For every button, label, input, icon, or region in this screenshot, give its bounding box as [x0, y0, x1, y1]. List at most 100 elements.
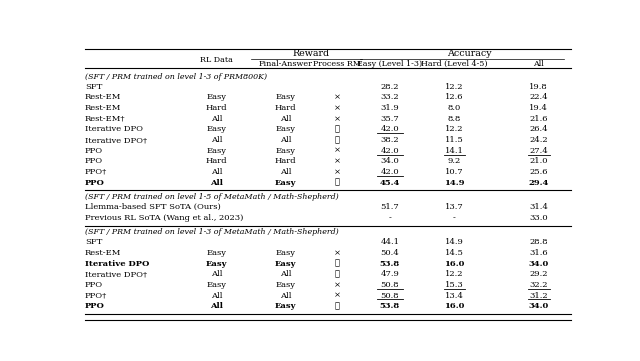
Text: 34.0: 34.0	[381, 157, 399, 165]
Text: All: All	[211, 270, 222, 278]
Text: Hard: Hard	[275, 157, 297, 165]
Text: (SFT / PRM trained on level 1-5 of MetaMath / Math-Shepherd): (SFT / PRM trained on level 1-5 of MetaM…	[85, 193, 339, 201]
Text: ×: ×	[333, 292, 340, 300]
Text: 14.5: 14.5	[445, 249, 464, 257]
Text: SFT: SFT	[85, 83, 102, 91]
Text: PPO: PPO	[85, 147, 103, 155]
Text: All: All	[280, 270, 292, 278]
Text: PPO†: PPO†	[85, 168, 108, 176]
Text: Easy: Easy	[275, 179, 296, 187]
Text: 31.2: 31.2	[529, 292, 548, 300]
Text: ×: ×	[333, 104, 340, 112]
Text: PPO: PPO	[85, 157, 103, 165]
Text: Iterative DPO†: Iterative DPO†	[85, 270, 147, 278]
Text: 42.0: 42.0	[381, 168, 399, 176]
Text: PPO: PPO	[85, 302, 105, 310]
Text: 25.6: 25.6	[529, 168, 548, 176]
Text: ×: ×	[333, 93, 340, 101]
Text: 19.8: 19.8	[529, 83, 548, 91]
Text: Iterative DPO†: Iterative DPO†	[85, 136, 147, 144]
Text: 42.0: 42.0	[381, 125, 399, 134]
Text: Hard: Hard	[205, 157, 227, 165]
Text: PPO: PPO	[85, 179, 105, 187]
Text: Llemma-based SFT SoTA (Ours): Llemma-based SFT SoTA (Ours)	[85, 203, 221, 211]
Text: Iterative DPO: Iterative DPO	[85, 125, 143, 134]
Text: -: -	[388, 214, 392, 222]
Text: 12.2: 12.2	[445, 83, 464, 91]
Text: All: All	[211, 115, 222, 123]
Text: 50.4: 50.4	[381, 249, 399, 257]
Text: Easy (Level 1-3): Easy (Level 1-3)	[357, 60, 422, 68]
Text: ✓: ✓	[335, 136, 339, 144]
Text: 28.8: 28.8	[529, 238, 548, 246]
Text: Easy: Easy	[276, 93, 296, 101]
Text: 21.6: 21.6	[529, 115, 548, 123]
Text: 33.2: 33.2	[381, 93, 399, 101]
Text: 16.0: 16.0	[444, 260, 465, 268]
Text: 11.5: 11.5	[445, 136, 464, 144]
Text: Process RM: Process RM	[313, 60, 361, 68]
Text: 42.0: 42.0	[381, 147, 399, 155]
Text: Hard (Level 4-5): Hard (Level 4-5)	[421, 60, 488, 68]
Text: ×: ×	[333, 157, 340, 165]
Text: All: All	[280, 168, 292, 176]
Text: All: All	[211, 168, 222, 176]
Text: All: All	[211, 292, 222, 300]
Text: Easy: Easy	[276, 125, 296, 134]
Text: 10.7: 10.7	[445, 168, 464, 176]
Text: Final-Answer: Final-Answer	[259, 60, 313, 68]
Text: ×: ×	[333, 281, 340, 289]
Text: -: -	[453, 214, 456, 222]
Text: Rest-EM†: Rest-EM†	[85, 115, 125, 123]
Text: Easy: Easy	[276, 147, 296, 155]
Text: 47.9: 47.9	[381, 270, 399, 278]
Text: 12.2: 12.2	[445, 270, 464, 278]
Text: 8.8: 8.8	[448, 115, 461, 123]
Text: 29.4: 29.4	[529, 179, 549, 187]
Text: Rest-EM: Rest-EM	[85, 93, 122, 101]
Text: 13.4: 13.4	[445, 292, 464, 300]
Text: 14.9: 14.9	[444, 179, 465, 187]
Text: ×: ×	[333, 168, 340, 176]
Text: ✓: ✓	[335, 125, 339, 134]
Text: ✓: ✓	[335, 270, 339, 278]
Text: PPO†: PPO†	[85, 292, 108, 300]
Text: 51.7: 51.7	[381, 203, 399, 211]
Text: 38.2: 38.2	[381, 136, 399, 144]
Text: All: All	[211, 136, 222, 144]
Text: Reward: Reward	[293, 49, 330, 58]
Text: RL Data: RL Data	[200, 56, 233, 64]
Text: Previous RL SoTA (Wang et al., 2023): Previous RL SoTA (Wang et al., 2023)	[85, 214, 243, 222]
Text: SFT: SFT	[85, 238, 102, 246]
Text: 24.2: 24.2	[529, 136, 548, 144]
Text: ✓: ✓	[335, 179, 339, 187]
Text: 9.2: 9.2	[448, 157, 461, 165]
Text: 14.1: 14.1	[445, 147, 464, 155]
Text: Hard: Hard	[275, 104, 297, 112]
Text: Easy: Easy	[276, 281, 296, 289]
Text: Easy: Easy	[206, 147, 227, 155]
Text: 35.7: 35.7	[381, 115, 399, 123]
Text: 50.8: 50.8	[381, 292, 399, 300]
Text: ✓: ✓	[335, 260, 339, 268]
Text: ✓: ✓	[335, 302, 339, 310]
Text: All: All	[280, 292, 292, 300]
Text: Hard: Hard	[205, 104, 227, 112]
Text: All: All	[210, 179, 223, 187]
Text: 53.8: 53.8	[380, 302, 400, 310]
Text: Easy: Easy	[206, 249, 227, 257]
Text: Easy: Easy	[275, 260, 296, 268]
Text: 8.0: 8.0	[448, 104, 461, 112]
Text: ×: ×	[333, 115, 340, 123]
Text: 45.4: 45.4	[380, 179, 400, 187]
Text: (SFT / PRM trained on level 1-3 of PRM800K): (SFT / PRM trained on level 1-3 of PRM80…	[85, 73, 267, 81]
Text: PPO: PPO	[85, 281, 103, 289]
Text: Iterative DPO: Iterative DPO	[85, 260, 149, 268]
Text: Easy: Easy	[205, 260, 227, 268]
Text: 12.2: 12.2	[445, 125, 464, 134]
Text: Easy: Easy	[276, 249, 296, 257]
Text: 22.4: 22.4	[529, 93, 548, 101]
Text: 19.4: 19.4	[529, 104, 548, 112]
Text: (SFT / PRM trained on level 1-3 of MetaMath / Math-Shepherd): (SFT / PRM trained on level 1-3 of MetaM…	[85, 228, 339, 236]
Text: Easy: Easy	[206, 125, 227, 134]
